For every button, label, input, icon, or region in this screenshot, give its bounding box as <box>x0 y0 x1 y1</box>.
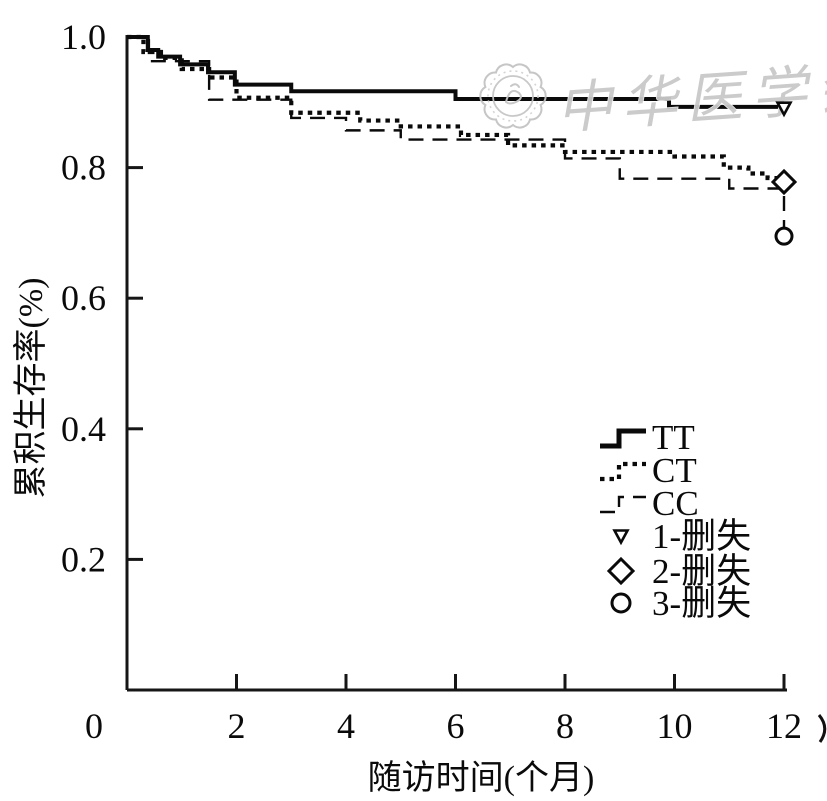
diamond-marker-icon <box>770 168 798 196</box>
series-line-tt <box>127 35 786 109</box>
legend-item-3-: 3-删失 <box>610 584 751 623</box>
x-tick-label: 4 <box>337 706 355 746</box>
cma-seal-logo-icon <box>479 63 547 129</box>
legend-item-label: CC <box>652 484 699 523</box>
legend-item-ct: CT <box>600 451 697 490</box>
legend-item-label: 2-删失 <box>652 552 751 591</box>
legend-item-cc: CC <box>600 484 699 523</box>
seal-emblem-mark <box>505 83 522 105</box>
circle-marker-icon <box>610 592 632 614</box>
legend-item-label: 1-删失 <box>652 517 751 556</box>
series-line-cc <box>127 35 786 237</box>
x-tick-label: 10 <box>657 706 693 746</box>
y-tick-label: 1.0 <box>61 17 106 57</box>
legend-item-tt: TT <box>600 418 695 457</box>
axes: 1.0 0.8 0.6 0.4 0.2 0 2 4 6 8 10 12 <box>61 17 802 746</box>
x-tick-label: 12 <box>766 706 802 746</box>
seal-scallop-border <box>479 63 547 129</box>
legend-solid-step-icon <box>600 428 646 449</box>
x-tick-label: 8 <box>556 706 574 746</box>
y-tick-label: 0.6 <box>61 278 106 318</box>
censor-marker-ct <box>770 168 798 196</box>
legend-item-label: 3-删失 <box>652 584 751 623</box>
x-tick-label: 2 <box>228 706 246 746</box>
y-axis-title: 累积生存率(%) <box>12 278 50 499</box>
legend-item-label: TT <box>652 418 695 457</box>
circle-marker-icon <box>774 226 794 246</box>
triangle-down-marker-icon <box>612 529 630 546</box>
legend-item-2-: 2-删失 <box>606 552 751 591</box>
legend-dashed-step-icon <box>600 495 646 514</box>
seal-ring-text-dots <box>487 70 539 122</box>
censor-marker-tt <box>775 101 793 118</box>
legend-dotted-step-icon <box>600 461 646 482</box>
x-axis-ticks: 0 2 4 6 8 10 12 <box>85 674 802 746</box>
y-tick-label: 0.8 <box>61 148 106 188</box>
legend-item-label: CT <box>652 451 697 490</box>
censor-marker-cc <box>774 226 794 246</box>
watermark-text: 中华医学会 <box>554 57 827 142</box>
y-tick-label: 0.2 <box>61 539 106 579</box>
y-axis-ticks: 1.0 0.8 0.6 0.4 0.2 <box>61 17 143 579</box>
seal-inner-circle <box>492 75 534 117</box>
censor-markers <box>770 101 798 246</box>
x-tick-label: 6 <box>447 706 465 746</box>
x-axis-title: 随访时间(个月) <box>368 759 595 797</box>
y-tick-label: 0.4 <box>61 409 106 449</box>
diamond-marker-icon <box>606 556 636 586</box>
watermark: 中华医学会 <box>479 56 827 142</box>
x-tick-label: 0 <box>85 706 103 746</box>
edge-cropped-glyph <box>817 714 827 743</box>
legend-item-1-: 1-删失 <box>612 517 751 556</box>
survival-curves <box>127 34 787 237</box>
triangle-down-marker-icon <box>775 101 793 118</box>
